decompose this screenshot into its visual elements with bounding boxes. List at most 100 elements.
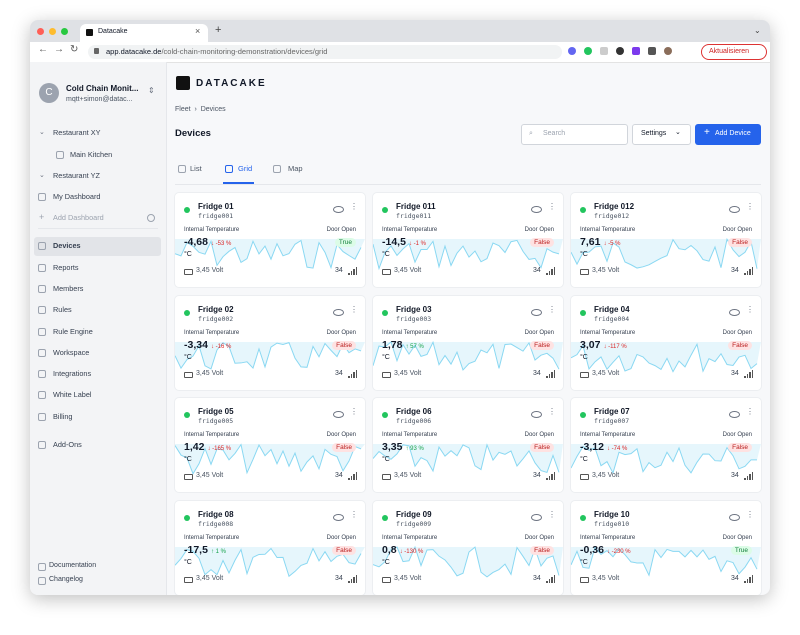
eye-button[interactable] [729, 411, 740, 418]
crumb[interactable]: Devices [200, 106, 226, 113]
nav-buttons[interactable]: ←→↻ [38, 44, 85, 55]
device-card[interactable]: Fridge 05 fridge005 ⋮ Internal Temperature D… [175, 398, 365, 492]
device-name: Fridge 04 [594, 304, 630, 314]
settings-button[interactable] [632, 124, 691, 145]
device-id: fridge005 [198, 417, 234, 425]
view-tab[interactable]: List [190, 164, 202, 173]
device-card[interactable]: Fridge 10 fridge010 ⋮ Internal Temperature D… [571, 500, 761, 595]
ext[interactable] [616, 47, 624, 55]
view-tab[interactable]: Map [288, 164, 303, 173]
tabs-divider [175, 184, 761, 185]
device-card[interactable]: Fridge 04 fridge004 ⋮ Internal Temperature D… [571, 295, 761, 390]
device-id: fridge007 [594, 417, 630, 425]
menu-button[interactable]: ⋮ [746, 509, 754, 519]
menu-button[interactable]: ⋮ [746, 407, 754, 416]
signal: 34 [731, 369, 739, 377]
menu-button[interactable]: ⋮ [548, 407, 556, 416]
workspace-name[interactable]: Cold Chain Monit... [66, 84, 139, 93]
menu-button[interactable]: ⋮ [548, 304, 556, 314]
nav-item[interactable]: Devices [53, 241, 81, 250]
status-dot [580, 514, 586, 521]
nav-item[interactable]: Rules [53, 305, 72, 314]
eye-button[interactable] [729, 513, 740, 521]
menu-button[interactable]: ⋮ [746, 304, 754, 314]
eye-button[interactable] [729, 308, 740, 316]
eye-button[interactable] [531, 308, 542, 316]
eye-button[interactable] [333, 206, 344, 213]
eye-button[interactable] [531, 513, 542, 521]
ext[interactable] [600, 47, 608, 55]
menu-button[interactable]: ⋮ [350, 304, 358, 314]
nav-item[interactable]: Billing [53, 412, 73, 421]
nav-item[interactable]: Members [53, 284, 84, 293]
min-light[interactable] [49, 28, 56, 35]
active-tab[interactable] [80, 24, 208, 42]
eye-button[interactable] [729, 206, 740, 213]
nav-item[interactable]: Rule Engine [53, 327, 93, 336]
ext[interactable] [648, 47, 656, 55]
nav-item[interactable]: Restaurant XY [53, 128, 101, 137]
menu-button[interactable]: ⋮ [350, 509, 358, 519]
menu-button[interactable]: ⋮ [350, 202, 358, 211]
nav-icon [38, 349, 46, 357]
nav-item[interactable]: White Label [53, 390, 92, 399]
nav-item[interactable]: Reports [53, 263, 79, 272]
menu-button[interactable]: ⋮ [548, 202, 556, 211]
nav-item[interactable]: Add Dashboard [53, 213, 104, 222]
device-card[interactable]: Fridge 01 fridge001 ⋮ Internal Temperature D… [175, 193, 365, 287]
device-card[interactable]: Fridge 09 fridge009 ⋮ Internal Temperature D… [373, 500, 563, 595]
new-tab[interactable]: + [215, 24, 222, 36]
eye-button[interactable] [531, 411, 542, 418]
signal: 34 [335, 369, 343, 377]
eye-button[interactable] [333, 308, 344, 316]
footer-link[interactable]: Changelog [49, 576, 83, 583]
tab-menu[interactable]: ⌄ [754, 26, 761, 35]
eye-button[interactable] [531, 206, 542, 213]
trend: ↑ 57 % [405, 344, 423, 350]
ext[interactable] [632, 47, 640, 55]
search-box[interactable] [521, 124, 628, 145]
nav-item[interactable]: Workspace [53, 348, 90, 357]
value-row: 0,8 ↓ -130 % [382, 544, 423, 556]
unit: °C [184, 558, 192, 566]
device-card[interactable]: Fridge 011 fridge011 ⋮ Internal Temperature… [373, 193, 563, 287]
tab-icon [225, 165, 233, 173]
tab-bar [30, 20, 770, 42]
signal: 34 [533, 472, 541, 479]
device-card[interactable]: Fridge 012 fridge012 ⋮ Internal Temperature… [571, 193, 761, 287]
max-light[interactable] [61, 28, 68, 35]
device-card[interactable]: Fridge 02 fridge002 ⋮ Internal Temperature D… [175, 295, 365, 390]
signal-bar [353, 371, 355, 378]
url-bar[interactable] [88, 45, 562, 59]
device-card[interactable]: Fridge 07 fridge007 ⋮ Internal Temperature D… [571, 398, 761, 492]
view-tab[interactable]: Grid [238, 164, 253, 173]
nav-item[interactable]: Integrations [53, 369, 92, 378]
ext[interactable] [584, 47, 592, 55]
crumb[interactable]: Fleet [175, 106, 191, 113]
temperature-value: -4,68 [184, 236, 208, 248]
eye-button[interactable] [333, 411, 344, 418]
value-row: 3,07 ↓ -117 % [580, 339, 627, 351]
device-card[interactable]: Fridge 06 fridge006 ⋮ Internal Temperature D… [373, 398, 563, 492]
nav-item[interactable]: Add-Ons [53, 440, 82, 449]
eye-button[interactable] [333, 513, 344, 521]
add-device-button[interactable] [695, 124, 761, 145]
menu-button[interactable]: ⋮ [746, 202, 754, 211]
tab-close[interactable]: × [195, 26, 201, 36]
footer-link[interactable]: Documentation [49, 562, 97, 569]
nav-item[interactable]: Restaurant YZ [53, 171, 100, 180]
menu-button[interactable]: ⋮ [350, 407, 358, 416]
profile[interactable] [664, 47, 672, 55]
ext[interactable] [568, 47, 576, 55]
close-light[interactable] [37, 28, 44, 35]
switch-icon[interactable]: ⇕ [148, 86, 155, 95]
menu-button[interactable]: ⋮ [548, 509, 556, 519]
sparkline-area [373, 546, 563, 577]
device-card[interactable]: Fridge 08 fridge008 ⋮ Internal Temperature D… [175, 500, 365, 595]
nav-item[interactable]: My Dashboard [53, 192, 101, 201]
nav-item[interactable]: Main Kitchen [70, 150, 113, 159]
device-card[interactable]: Fridge 03 fridge003 ⋮ Internal Temperature D… [373, 295, 563, 390]
signal-bar [746, 578, 748, 583]
door-badge: False [728, 238, 752, 247]
update-button[interactable]: Aktualisieren [701, 44, 767, 60]
